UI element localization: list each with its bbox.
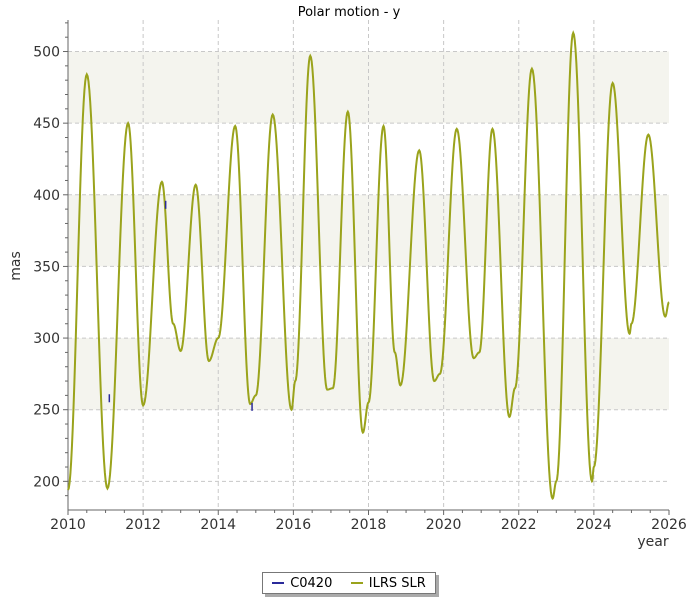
chart-legend: C0420 ILRS SLR <box>262 572 436 594</box>
legend-swatch-ilrs-slr <box>350 582 363 584</box>
plot-grid <box>68 20 669 510</box>
legend-item-c0420: C0420 <box>272 576 332 591</box>
y-tick-label-350: 350 <box>33 259 60 275</box>
y-tick-label-300: 300 <box>33 331 60 347</box>
legend-item-ilrs-slr: ILRS SLR <box>350 575 426 591</box>
y-tick-label-250: 250 <box>33 403 60 419</box>
x-tick-label-2018: 2018 <box>351 517 387 533</box>
y-axis-label: mas <box>8 251 24 281</box>
y-tick-label-400: 400 <box>33 188 60 204</box>
x-tick-label-2012: 2012 <box>125 517 161 533</box>
plot-labels: 200 250 300 350 400 450 500 2010 2012 2014 2016 201… <box>33 45 687 533</box>
x-tick-label-2016: 2016 <box>276 517 312 533</box>
x-tick-label-2022: 2022 <box>501 517 537 533</box>
y-tick-label-450: 450 <box>33 116 60 132</box>
x-tick-label-2024: 2024 <box>576 517 612 533</box>
x-tick-label-2020: 2020 <box>426 517 462 533</box>
x-tick-label-2026: 2026 <box>651 517 687 533</box>
plot-series <box>67 30 670 500</box>
chart-title: Polar motion - y <box>298 5 401 20</box>
x-tick-label-2014: 2014 <box>200 517 236 533</box>
y-tick-label-500: 500 <box>33 45 60 61</box>
plot-axes <box>63 20 670 515</box>
legend-label-c0420: C0420 <box>290 575 333 591</box>
legend-label-ilrs-slr: ILRS SLR <box>368 575 426 591</box>
y-tick-label-200: 200 <box>33 474 60 490</box>
series-line-ilrs-slr <box>67 30 670 500</box>
legend-swatch-c0420 <box>272 582 285 584</box>
x-tick-label-2010: 2010 <box>50 517 86 533</box>
x-axis-label: year <box>637 534 668 550</box>
